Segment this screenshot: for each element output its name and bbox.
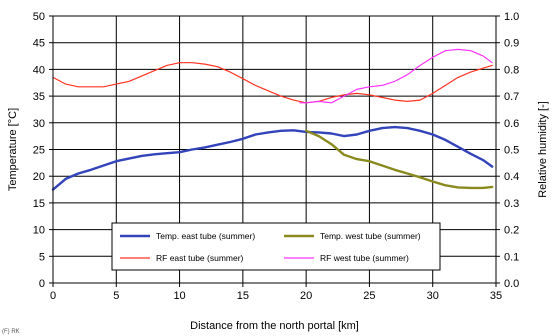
x-tick-label: 30	[427, 290, 439, 302]
legend-label-4: RF west tube (summer)	[320, 253, 409, 263]
y-left-tick-label: 35	[33, 91, 45, 103]
series-line-3	[52, 62, 493, 104]
y-right-tick-label: 0.7	[504, 91, 519, 103]
x-tick-label: 15	[237, 290, 249, 302]
y-left-tick-label: 0	[39, 278, 45, 290]
y-right-tick-label: 0.0	[504, 278, 519, 290]
y-right-tick-label: 0.6	[504, 118, 519, 130]
x-tick-label: 0	[50, 290, 56, 302]
y-left-tick-label: 15	[33, 198, 45, 210]
y-right-tick-label: 0.1	[504, 251, 519, 263]
y-axis-left-title: Temperature [°C]	[7, 108, 19, 191]
x-tick-label: 35	[490, 290, 502, 302]
y-left-tick-label: 25	[33, 145, 45, 157]
y-left-tick-label: 5	[39, 251, 45, 263]
y-right-tick-label: 0.2	[504, 225, 519, 237]
y-right-tick-label: 0.3	[504, 198, 519, 210]
series-line-1	[51, 125, 494, 191]
corner-note: (F) RK	[2, 329, 20, 335]
series-lines	[51, 48, 494, 191]
y-axis-right-title: Relative humidity [-]	[537, 101, 549, 198]
y-left-tick-label: 30	[33, 118, 45, 130]
y-right-tick-label: 1.0	[504, 11, 519, 23]
x-tick-label: 25	[363, 290, 375, 302]
y-right-tick-label: 0.8	[504, 64, 519, 76]
legend-label-1: Temp. east tube (summer)	[156, 231, 255, 241]
y-left-tick-label: 50	[33, 11, 45, 23]
legend: Temp. east tube (summer) Temp. west tube …	[111, 222, 441, 271]
legend-box	[111, 222, 441, 271]
legend-label-3: RF east tube (summer)	[156, 253, 244, 263]
legend-label-2: Temp. west tube (summer)	[320, 231, 421, 241]
x-tick-label: 20	[300, 290, 312, 302]
y-left-tick-label: 40	[33, 64, 45, 76]
y-right-tick-label: 0.9	[504, 38, 519, 50]
y-right-tick-label: 0.5	[504, 145, 519, 157]
x-tick-label: 10	[173, 290, 185, 302]
grid-lines	[53, 16, 496, 283]
series-line-2	[304, 129, 494, 190]
y-right-tick-label: 0.4	[504, 171, 519, 183]
y-left-tick-label: 10	[33, 225, 45, 237]
y-left-tick-label: 20	[33, 171, 45, 183]
x-tick-label: 5	[113, 290, 119, 302]
series-line-4	[299, 48, 493, 104]
x-axis-title: Distance from the north portal [km]	[190, 320, 359, 332]
y-left-tick-label: 45	[33, 38, 45, 50]
tick-labels: 0 5 10 15 20 25 30 35 0 5 10 15 20 25 30 35 40 45 50 0.0 0.1…	[33, 11, 520, 302]
